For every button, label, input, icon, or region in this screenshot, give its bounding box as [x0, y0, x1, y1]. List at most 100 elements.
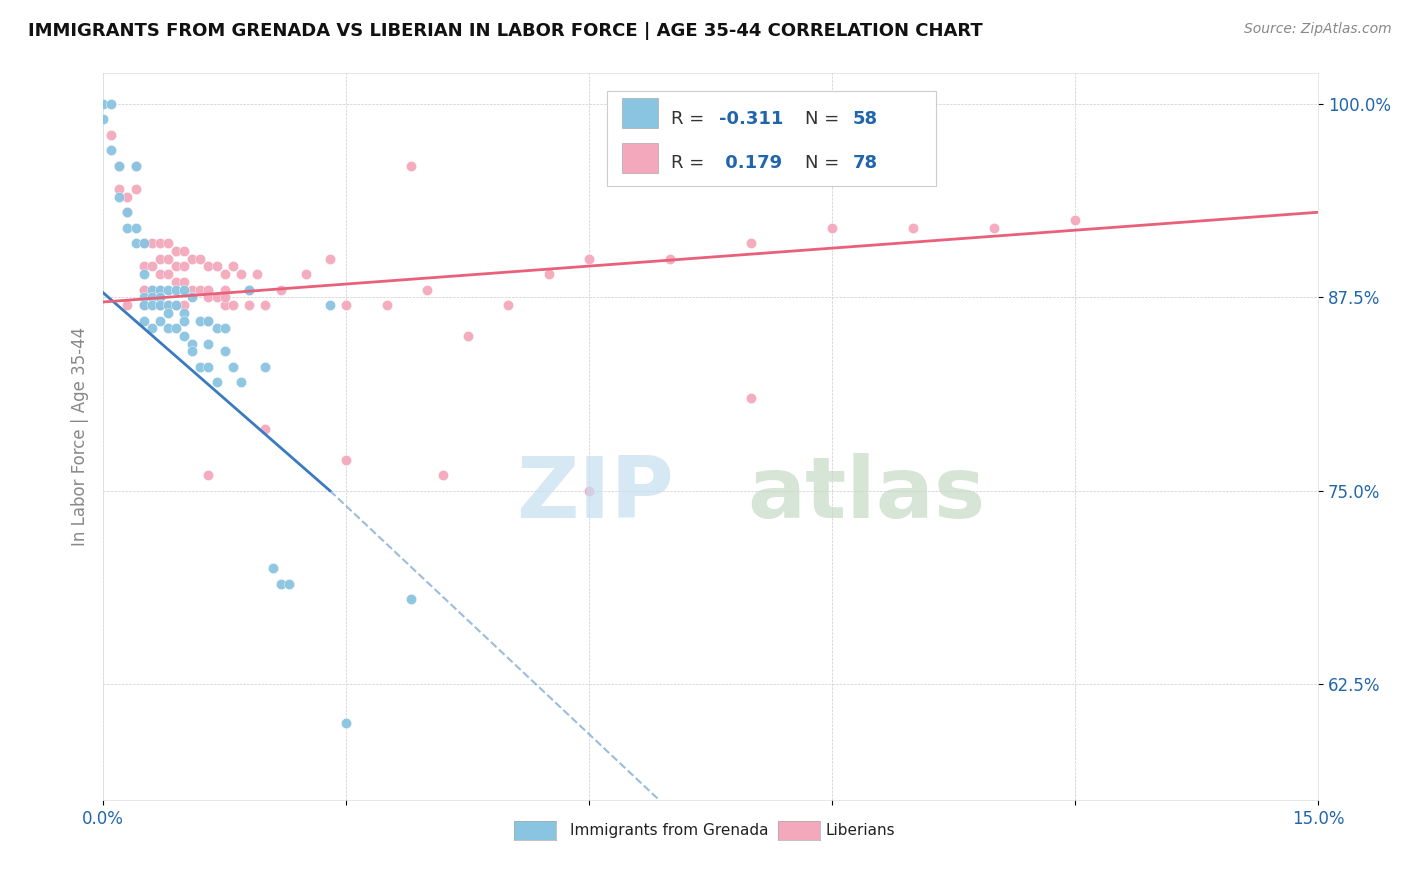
Point — [132, 236, 155, 251]
Point — [124, 159, 146, 173]
Point — [537, 267, 560, 281]
Point — [173, 283, 195, 297]
Point — [132, 290, 155, 304]
Point — [214, 267, 236, 281]
Point — [117, 205, 139, 219]
Point — [496, 298, 519, 312]
Point — [205, 321, 228, 335]
Point — [132, 260, 155, 274]
Point — [156, 321, 179, 335]
Text: Source: ZipAtlas.com: Source: ZipAtlas.com — [1244, 22, 1392, 37]
Point — [132, 236, 155, 251]
Point — [156, 306, 179, 320]
Text: -0.311: -0.311 — [720, 110, 783, 128]
Point — [188, 313, 211, 327]
Point — [165, 275, 187, 289]
Point — [141, 236, 163, 251]
Point — [246, 267, 269, 281]
Point — [659, 252, 682, 266]
Point — [254, 422, 277, 436]
Point — [319, 298, 342, 312]
Point — [100, 97, 122, 112]
Point — [173, 275, 195, 289]
Point — [165, 244, 187, 258]
Point — [156, 283, 179, 297]
Point — [117, 205, 139, 219]
Point — [173, 329, 195, 343]
Point — [100, 144, 122, 158]
Point — [238, 298, 260, 312]
Point — [181, 283, 204, 297]
Point — [149, 283, 172, 297]
Point — [124, 159, 146, 173]
Text: IMMIGRANTS FROM GRENADA VS LIBERIAN IN LABOR FORCE | AGE 35-44 CORRELATION CHART: IMMIGRANTS FROM GRENADA VS LIBERIAN IN L… — [28, 22, 983, 40]
Point — [91, 112, 114, 127]
Point — [222, 298, 245, 312]
Point — [319, 252, 342, 266]
Point — [141, 298, 163, 312]
Point — [108, 182, 131, 196]
Point — [821, 220, 844, 235]
Point — [197, 283, 219, 297]
Point — [132, 267, 155, 281]
Point — [181, 252, 204, 266]
Point — [205, 376, 228, 390]
Point — [91, 97, 114, 112]
Point — [117, 220, 139, 235]
Point — [124, 220, 146, 235]
Point — [173, 298, 195, 312]
Point — [173, 306, 195, 320]
Point — [214, 344, 236, 359]
Point — [165, 321, 187, 335]
Point — [335, 298, 357, 312]
Point — [457, 329, 479, 343]
Point — [149, 236, 172, 251]
Point — [156, 298, 179, 312]
Point — [205, 260, 228, 274]
Point — [262, 561, 284, 575]
Point — [149, 298, 172, 312]
Point — [254, 359, 277, 374]
Point — [149, 290, 172, 304]
Point — [149, 267, 172, 281]
Point — [197, 260, 219, 274]
Point — [238, 283, 260, 297]
Point — [294, 267, 316, 281]
Point — [270, 283, 292, 297]
Point — [156, 236, 179, 251]
Point — [578, 483, 600, 498]
Point — [108, 159, 131, 173]
Point — [132, 283, 155, 297]
Point — [156, 298, 179, 312]
Point — [132, 283, 155, 297]
Text: N =: N = — [806, 154, 845, 172]
Point — [188, 283, 211, 297]
Point — [141, 290, 163, 304]
Point — [141, 260, 163, 274]
Point — [740, 236, 762, 251]
Point — [205, 290, 228, 304]
Point — [222, 359, 245, 374]
Text: ZIP: ZIP — [516, 453, 675, 536]
Point — [335, 715, 357, 730]
Point — [399, 159, 422, 173]
Point — [278, 576, 301, 591]
Point — [229, 376, 252, 390]
Text: 58: 58 — [853, 110, 877, 128]
Bar — [621, 143, 658, 173]
FancyBboxPatch shape — [607, 91, 935, 186]
Point — [254, 298, 277, 312]
Point — [375, 298, 398, 312]
Text: N =: N = — [806, 110, 845, 128]
Point — [141, 321, 163, 335]
Text: 0.179: 0.179 — [720, 154, 782, 172]
Point — [165, 298, 187, 312]
Point — [903, 220, 925, 235]
Point — [416, 283, 439, 297]
Point — [156, 267, 179, 281]
Text: Liberians: Liberians — [825, 823, 896, 838]
Point — [399, 592, 422, 607]
Point — [197, 313, 219, 327]
Point — [173, 313, 195, 327]
Point — [117, 190, 139, 204]
